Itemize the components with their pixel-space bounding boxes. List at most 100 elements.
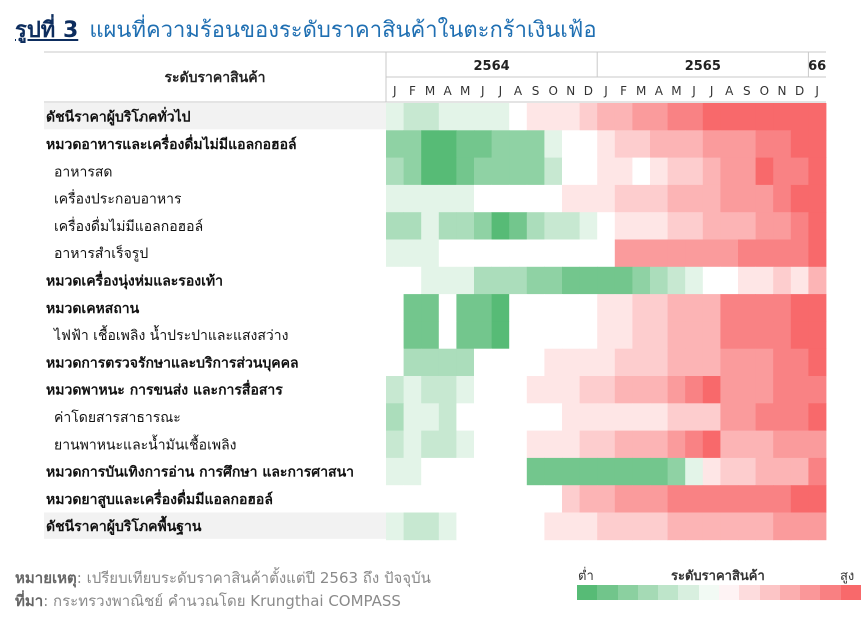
- heatmap-cell: [509, 157, 528, 186]
- heatmap-cell: [720, 403, 739, 431]
- heatmap-cell: [720, 184, 739, 213]
- heatmap-cell: [386, 376, 404, 404]
- legend-swatch: [698, 585, 719, 600]
- heatmap-cell: [526, 430, 545, 459]
- heatmap-cell: [421, 430, 440, 459]
- heatmap-cell: [702, 294, 721, 322]
- heatmap-cell: [509, 457, 528, 486]
- heatmap-cell: [738, 348, 756, 377]
- heatmap-cell: [474, 485, 492, 513]
- heatmap-cell: [685, 130, 704, 158]
- heatmap-cell: [438, 103, 457, 131]
- heatmap-cell: [526, 212, 545, 240]
- heatmap-cell: [544, 103, 563, 131]
- footnote: หมายเหตุ: เปรียบเทียบระดับราคาสินค้าตั้ง…: [15, 566, 431, 590]
- heatmap-cell: [720, 103, 739, 131]
- heatmap-cell: [421, 376, 440, 404]
- heatmap-cell: [509, 376, 528, 404]
- row-label: ค่าโดยสารสาธารณะ: [54, 409, 181, 426]
- month-label: M: [460, 84, 470, 98]
- heatmap-cell: [738, 103, 756, 131]
- heatmap-cell: [526, 376, 545, 404]
- heatmap-cell: [720, 485, 739, 513]
- heatmap-cell: [667, 239, 686, 268]
- heatmap-cell: [421, 184, 440, 213]
- heatmap-cell: [808, 512, 827, 541]
- month-label: M: [671, 84, 681, 98]
- heatmap-cell: [562, 212, 580, 240]
- heatmap-cell: [773, 130, 792, 158]
- legend-swatch: [617, 585, 638, 600]
- heatmap-cell: [509, 130, 528, 158]
- heatmap-cell: [544, 348, 563, 377]
- legend-swatch: [800, 585, 821, 600]
- heatmap-cell: [438, 184, 457, 213]
- legend-swatch: [759, 585, 780, 600]
- heatmap-cell: [702, 348, 721, 377]
- heatmap-cell: [738, 512, 756, 541]
- row-label: เครื่องดื่มไม่มีแอลกอฮอล์: [54, 217, 203, 235]
- heatmap-cell: [808, 294, 827, 322]
- heatmap-cell: [790, 321, 809, 350]
- heatmap-cell: [597, 485, 616, 513]
- source-note: ที่มา: กระทรวงพาณิชย์ คำนวณโดย Krungthai…: [15, 589, 401, 613]
- heatmap-cell: [773, 430, 792, 459]
- heatmap-cell: [438, 348, 457, 377]
- heatmap-cell: [438, 512, 457, 541]
- heatmap-cell: [544, 485, 563, 513]
- heatmap-cell: [597, 457, 616, 486]
- legend-swatch: [739, 585, 760, 600]
- heatmap-cell: [685, 512, 704, 541]
- heatmap-cell: [773, 376, 792, 404]
- heatmap-cell: [614, 103, 633, 131]
- heatmap-cell: [421, 457, 440, 486]
- heatmap-cell: [755, 184, 774, 213]
- heatmap-cell: [421, 512, 440, 541]
- heatmap-cell: [491, 512, 510, 541]
- heatmap-cell: [509, 294, 528, 322]
- legend-swatch: [637, 585, 659, 600]
- heatmap-cell: [438, 403, 457, 431]
- heatmap-cell: [386, 321, 404, 350]
- heatmap-cell: [386, 512, 404, 541]
- legend-color-scale: [577, 585, 861, 600]
- heatmap-cell: [491, 376, 510, 404]
- heatmap-cell: [597, 103, 616, 131]
- heatmap-cell: [667, 457, 686, 486]
- heatmap-cell: [579, 376, 598, 404]
- heatmap-cell: [491, 348, 510, 377]
- heatmap-cell: [667, 103, 686, 131]
- heatmap-cell: [808, 403, 827, 431]
- legend-swatch: [658, 585, 679, 600]
- heatmap-cell: [474, 212, 492, 240]
- heatmap-cell: [773, 294, 792, 322]
- heatmap-cell: [738, 430, 756, 459]
- heatmap-cell: [474, 294, 492, 322]
- heatmap-cell: [685, 321, 704, 350]
- heatmap-cell: [491, 430, 510, 459]
- month-label: A: [725, 84, 734, 98]
- heatmap-cell: [421, 103, 440, 131]
- heatmap-cell: [755, 212, 774, 240]
- month-label: N: [778, 84, 787, 98]
- heatmap-cell: [438, 485, 457, 513]
- heatmap-cell: [702, 485, 721, 513]
- heatmap-cell: [474, 512, 492, 541]
- row-label: หมวดพาหนะ การขนส่ง และการสื่อสาร: [46, 380, 283, 399]
- heatmap-cell: [667, 130, 686, 158]
- heatmap-cell: [702, 239, 721, 268]
- heatmap-cell: [474, 457, 492, 486]
- heatmap-cell: [438, 239, 457, 268]
- heatmap-cell: [755, 266, 774, 295]
- heatmap-cell: [755, 457, 774, 486]
- heatmap-cell: [526, 321, 545, 350]
- heatmap-cell: [773, 266, 792, 295]
- heatmap-cell: [738, 457, 756, 486]
- heatmap-cell: [579, 103, 598, 131]
- heatmap-cell: [650, 184, 668, 213]
- legend-title: ระดับราคาสินค้า: [671, 569, 765, 584]
- month-label: A: [443, 84, 452, 98]
- heatmap-cell: [526, 184, 545, 213]
- heatmap-cell: [773, 212, 792, 240]
- heatmap-cell: [403, 512, 422, 541]
